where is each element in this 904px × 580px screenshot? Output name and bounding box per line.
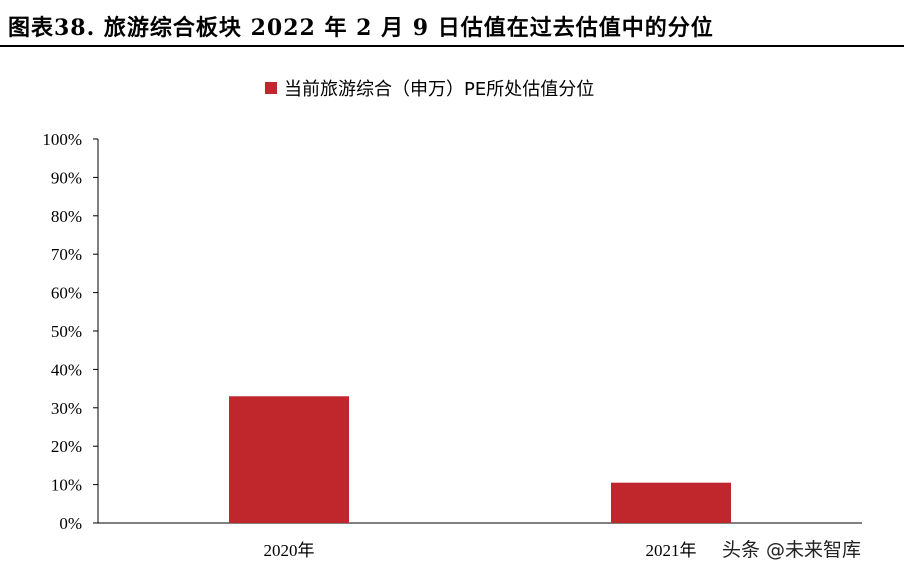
y-tick-label: 20% (51, 437, 82, 456)
y-tick-label: 30% (51, 399, 82, 418)
y-axis: 0% 10% 20% 30% 40% 50% 60% 70% 80% 90% 100% (42, 130, 99, 533)
legend: 当前旅游综合（申万）PE所处估值分位 (265, 79, 594, 100)
x-tick-label: 2021年 (646, 541, 697, 560)
y-tick-label: 50% (51, 322, 82, 341)
bar (611, 482, 731, 523)
watermark-text: 头条 @未来智库 (722, 539, 861, 561)
bars (229, 396, 731, 523)
y-tick-label: 90% (51, 168, 82, 187)
x-tick-label: 2020年 (264, 541, 315, 560)
x-axis: 2020年 2021年 (98, 522, 862, 560)
bar (229, 396, 349, 523)
legend-label: 当前旅游综合（申万）PE所处估值分位 (284, 79, 594, 100)
y-tick-label: 80% (51, 207, 82, 226)
y-tick-label: 0% (59, 514, 82, 533)
legend-swatch (265, 82, 277, 94)
y-tick-label: 70% (51, 245, 82, 264)
y-tick-label: 40% (51, 360, 82, 379)
y-tick-label: 10% (51, 476, 82, 495)
y-tick-label: 100% (42, 130, 82, 149)
y-tick-label: 60% (51, 284, 82, 303)
title-divider (0, 45, 904, 47)
figure-title: 图表38. 旅游综合板块 2022 年 2 月 9 日估值在过去估值中的分位 (8, 15, 714, 41)
